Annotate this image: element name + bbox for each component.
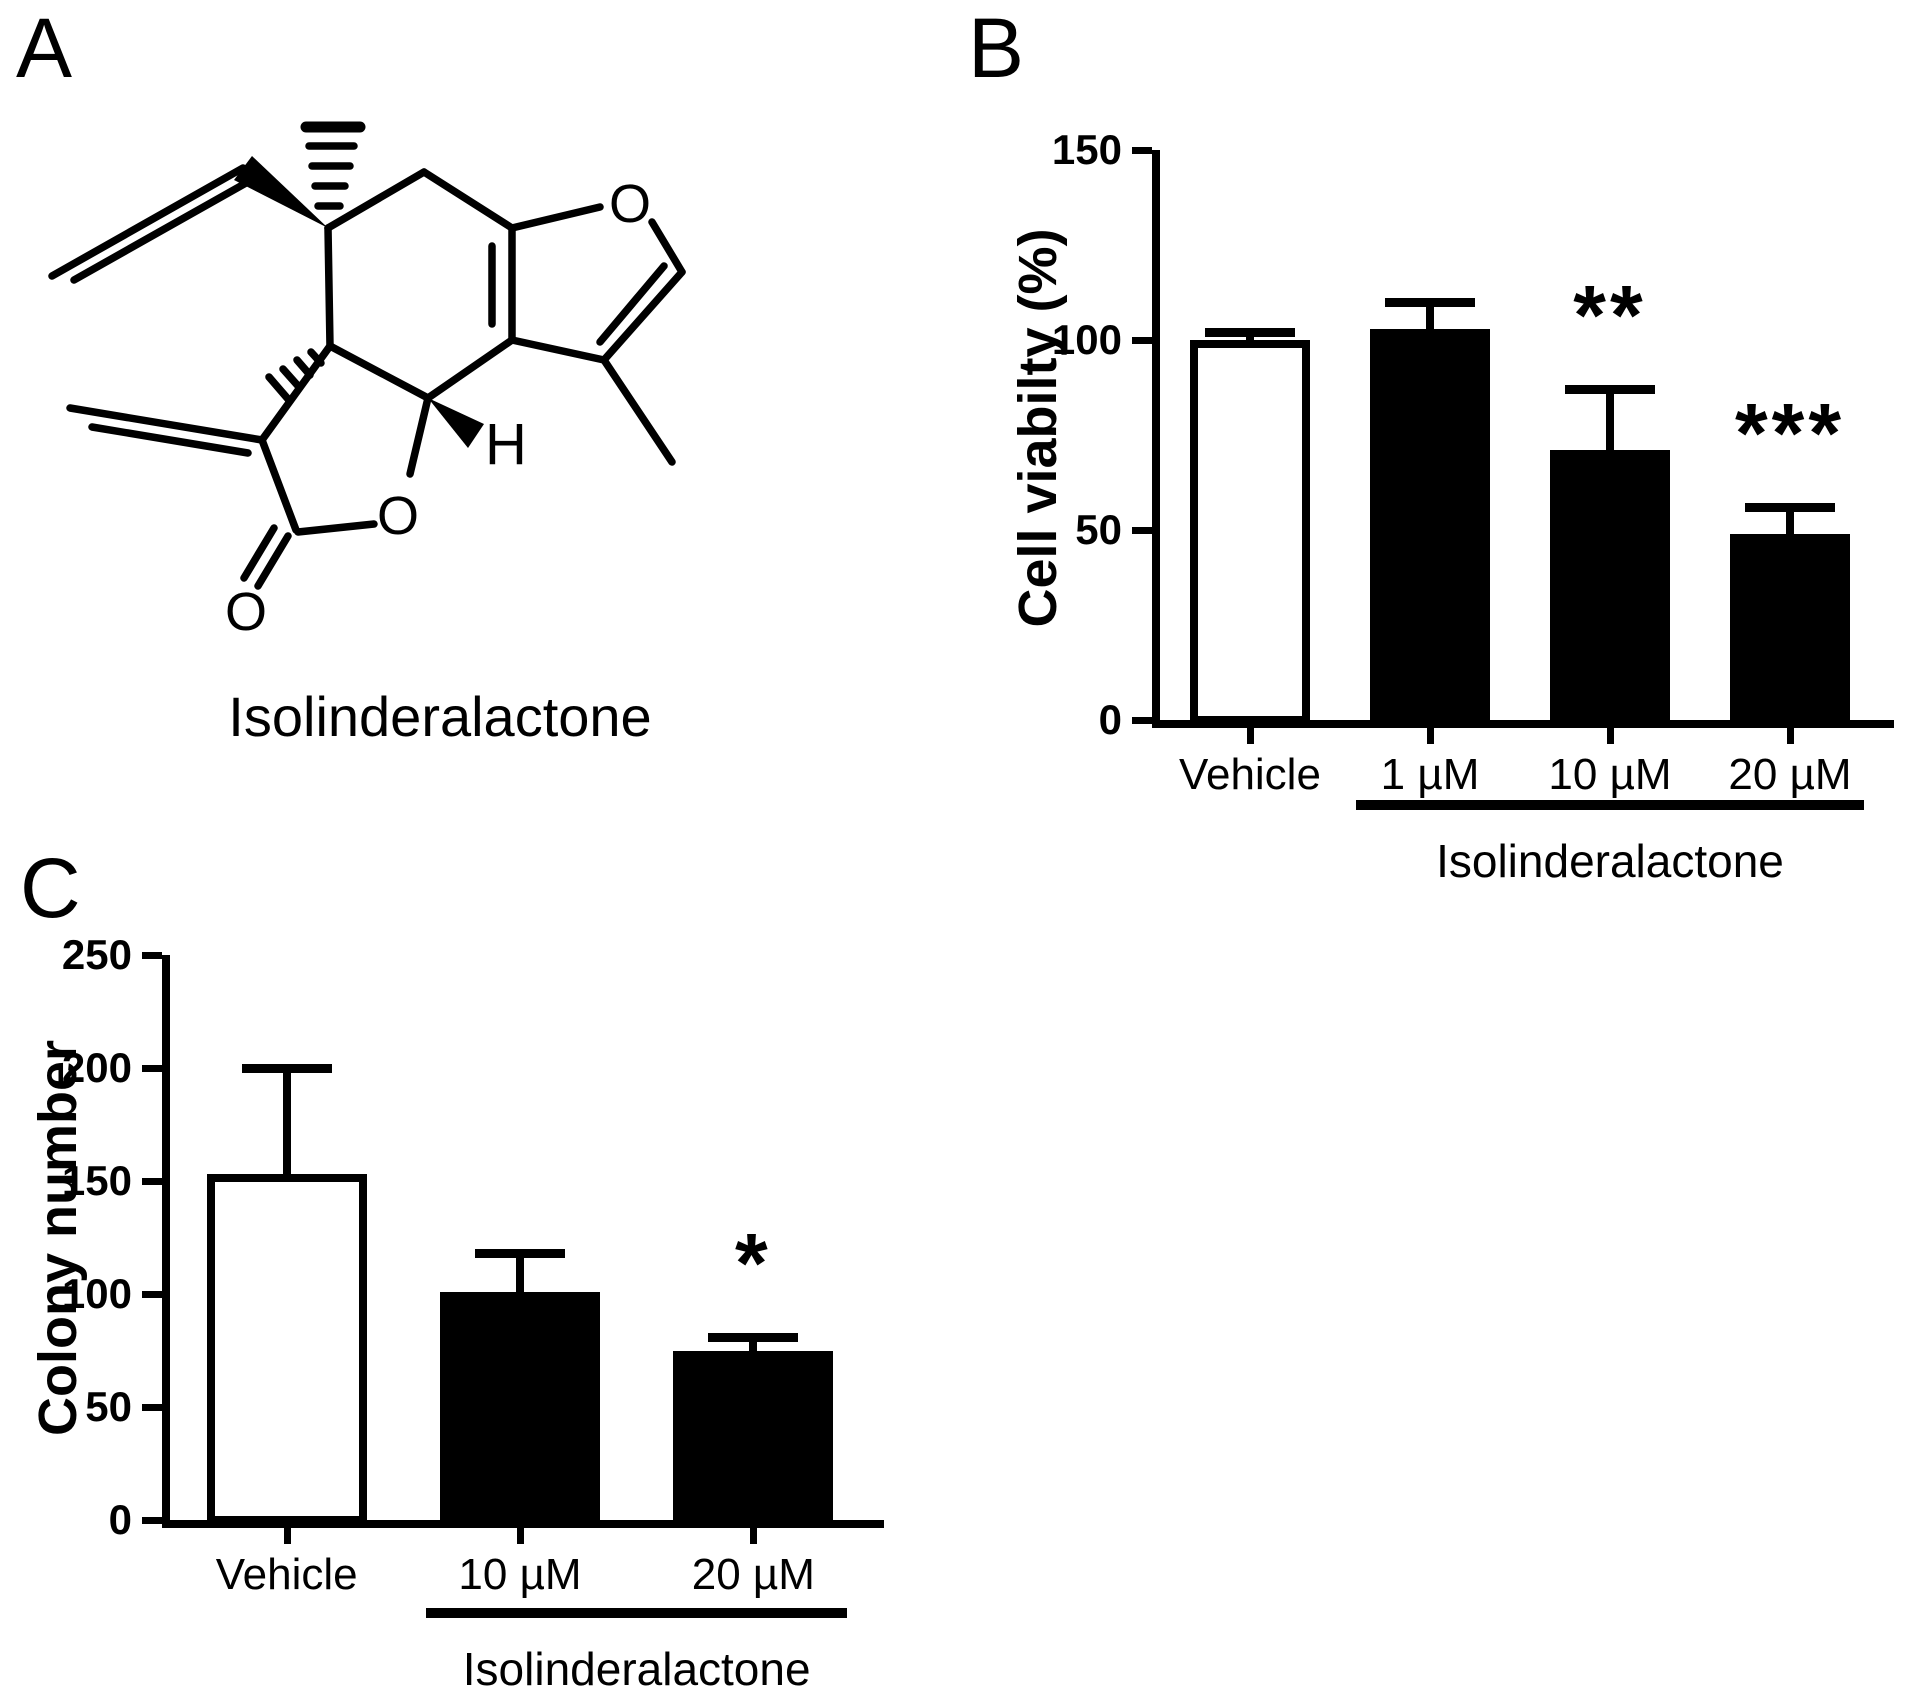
chart-c-y-tick-label: 250 xyxy=(61,931,132,978)
chart-b-error-cap xyxy=(1745,503,1835,513)
chart-c-bar-10µM xyxy=(440,1291,600,1524)
chart-c-error-stem xyxy=(282,1068,291,1181)
lactone-oxygen-label: O xyxy=(377,486,419,546)
furan-oxygen-label: O xyxy=(609,174,651,234)
chart-b-x-tick xyxy=(1787,728,1794,744)
chart-c-error-stem xyxy=(516,1253,524,1298)
chart-c-x-tick xyxy=(750,1528,758,1544)
chart-b-error-stem xyxy=(1786,507,1794,540)
chart-b-y-tick-label: 50 xyxy=(1075,506,1122,553)
chart-c-category-label: 10 µM xyxy=(458,1550,582,1599)
chart-b-bar-1µM xyxy=(1370,328,1490,724)
chart-c-y-tick-label: 150 xyxy=(61,1157,132,1204)
chart-c-x-tick xyxy=(283,1528,291,1544)
chart-c-group-label: Isolinderalactone xyxy=(462,1643,811,1693)
chart-b-bar-Vehicle xyxy=(1190,340,1310,724)
chart-c-x-tick xyxy=(517,1528,524,1544)
panel-b-letter: B xyxy=(968,1,1025,95)
hydrogen-wedge-bond xyxy=(428,398,484,448)
chart-c-x-axis xyxy=(162,1520,884,1528)
chart-b-y-tick-label: 0 xyxy=(1098,696,1122,743)
chart-c-y-tick xyxy=(142,1178,162,1185)
chart-c-error-cap xyxy=(708,1332,799,1342)
chart-c-significance-20µM: * xyxy=(734,1215,772,1310)
chart-c-error-cap xyxy=(475,1249,565,1259)
panel-a-letter: A xyxy=(16,1,73,95)
chart-b-y-tick xyxy=(1132,717,1152,724)
chart-c-y-tick xyxy=(142,1404,162,1411)
chart-b-category-label: Vehicle xyxy=(1179,750,1321,799)
chart-b-error-stem xyxy=(1426,302,1434,335)
chart-b-significance-20µM: *** xyxy=(1734,386,1846,481)
chart-b-x-axis xyxy=(1152,720,1894,728)
chart-b-y-axis xyxy=(1152,150,1160,728)
chart-b-error-cap xyxy=(1565,385,1655,395)
chart-c-y-tick-label: 200 xyxy=(61,1044,132,1091)
chart-b-x-tick xyxy=(1247,728,1254,744)
chart-b-significance-10µM: ** xyxy=(1573,268,1647,363)
compound-name-label: Isolinderalactone xyxy=(228,685,652,748)
chart-c-y-tick-label: 100 xyxy=(61,1270,132,1317)
chart-b-bar-20µM xyxy=(1730,533,1850,724)
molecule-structure: O O O H xyxy=(48,121,686,642)
chart-b-x-tick xyxy=(1427,728,1434,744)
chart-c-bar-20µM xyxy=(673,1350,834,1524)
chart-b-error-cap xyxy=(1205,328,1295,338)
chart-b-error-stem xyxy=(1606,389,1614,457)
chart-b-bar-10µM xyxy=(1550,450,1670,724)
carbonyl-oxygen-label: O xyxy=(225,582,267,642)
chart-b-x-tick xyxy=(1607,728,1614,744)
vinyl-wedge-bond xyxy=(234,156,328,228)
chart-b-y-tick-label: 150 xyxy=(1051,126,1122,173)
chart-c-category-label: Vehicle xyxy=(215,1550,358,1599)
chart-b-y-tick-label: 100 xyxy=(1051,316,1122,363)
chart-b-group-underline xyxy=(1356,800,1864,810)
chart-b-category-label: 10 µM xyxy=(1548,750,1672,799)
chart-b-category-label: 20 µM xyxy=(1728,750,1852,799)
chart-c-bar-Vehicle xyxy=(206,1174,367,1524)
chart-c-category-label: 20 µM xyxy=(691,1550,815,1599)
chart-c-y-tick xyxy=(142,1291,162,1298)
chart-b-y-tick xyxy=(1132,337,1152,344)
chart-c-group-underline xyxy=(426,1608,848,1618)
chart-b-error-cap xyxy=(1385,298,1475,307)
chart-c-error-cap xyxy=(241,1064,332,1073)
chart-c-y-axis xyxy=(162,955,170,1528)
chart-b-y-tick xyxy=(1132,527,1152,534)
chart-b-category-label: 1 µM xyxy=(1380,750,1480,799)
chart-c-y-tick xyxy=(142,1065,162,1072)
hydrogen-label: H xyxy=(485,412,527,477)
chart-b-error-stem xyxy=(1246,332,1254,346)
chart-c-error-stem xyxy=(749,1336,758,1357)
panel-c-letter: C xyxy=(20,841,81,935)
chart-c-y-tick xyxy=(142,1517,162,1524)
chart-c-y-tick xyxy=(142,952,162,959)
chart-c-y-tick-label: 0 xyxy=(108,1496,132,1543)
chart-c-y-tick-label: 50 xyxy=(85,1383,132,1430)
chart-b-y-tick xyxy=(1132,147,1152,154)
chart-b-group-label: Isolinderalactone xyxy=(1436,835,1784,887)
